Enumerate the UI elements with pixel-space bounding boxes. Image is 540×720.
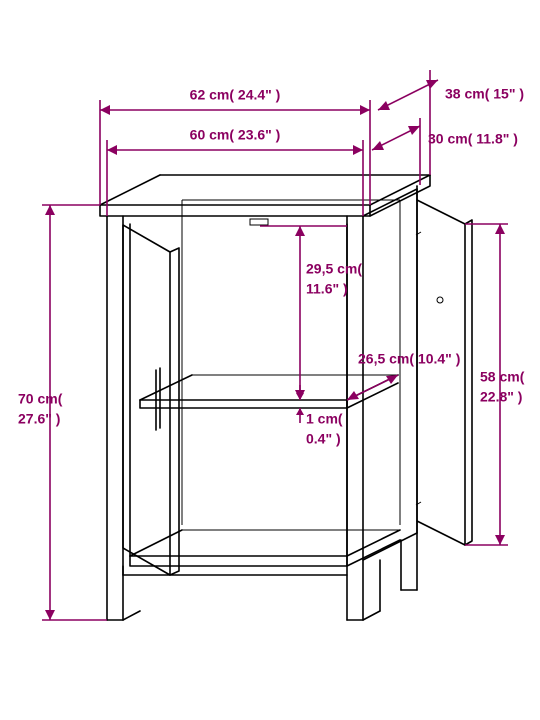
dim-width-inner: 60 cm( 23.6" ) (107, 127, 363, 216)
label-upper-opening-a: 29,5 cm( (306, 261, 362, 277)
cabinet-outline (100, 175, 472, 620)
label-width-overall: 62 cm( 24.4" ) (190, 87, 281, 103)
label-door-height-a: 58 cm( (480, 369, 525, 385)
dim-door-height: 58 cm( 22.8" ) (465, 224, 525, 545)
label-shelf-thick-a: 1 cm( (306, 411, 343, 427)
label-shelf-depth: 26,5 cm( 10.4" ) (358, 351, 460, 367)
dim-depth-overall: 38 cm( 15" ) (378, 70, 524, 175)
label-height-overall-b: 27.6" ) (18, 411, 60, 427)
dim-shelf-thickness: 1 cm( 0.4" ) (296, 385, 343, 447)
label-depth-inner: 30 cm( 11.8" ) (428, 131, 518, 147)
label-depth-overall: 38 cm( 15" ) (445, 86, 524, 102)
label-door-height-b: 22.8" ) (480, 389, 522, 405)
cabinet-dimension-diagram: 62 cm( 24.4" ) 60 cm( 23.6" ) 38 cm( 15"… (0, 0, 540, 720)
dim-height-overall: 70 cm( 27.6" ) (18, 205, 107, 620)
label-upper-opening-b: 11.6" ) (306, 281, 348, 297)
label-shelf-thick-b: 0.4" ) (306, 431, 341, 447)
label-height-overall-a: 70 cm( (18, 391, 63, 407)
label-width-inner: 60 cm( 23.6" ) (190, 127, 281, 143)
dim-width-overall: 62 cm( 24.4" ) (100, 87, 370, 205)
